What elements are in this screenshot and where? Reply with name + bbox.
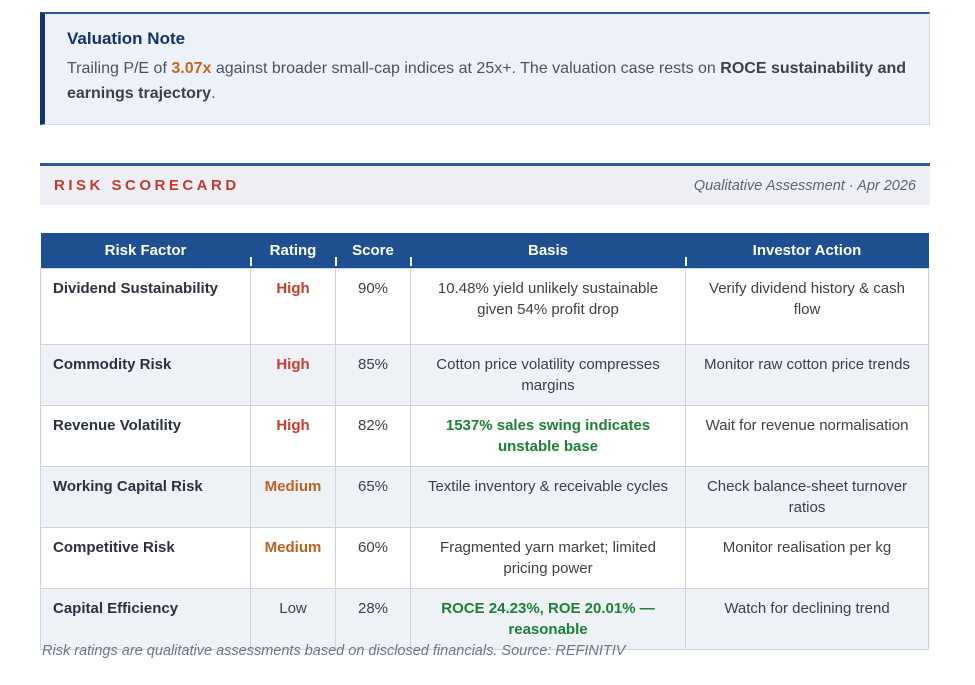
valuation-note-callout: Valuation Note Trailing P/E of 3.07x aga… bbox=[40, 12, 930, 125]
table-row: Competitive Risk Medium 60% Fragmented yarn… bbox=[40, 527, 929, 589]
scorecard-title: RISK SCORECARD bbox=[54, 177, 240, 194]
note-bold-phrase: ROCE sustainability and earnings traject… bbox=[67, 60, 907, 102]
table-header-row: Risk Factor Rating Score Basis Investor Acti… bbox=[40, 233, 929, 269]
score-cell: 60% bbox=[335, 527, 411, 589]
investor-action-cell: Verify dividend history & cash flow bbox=[685, 268, 929, 345]
column-header-investor-action: Investor Action bbox=[684, 233, 929, 269]
pe-ratio-value: 3.07x bbox=[171, 60, 212, 77]
basis-cell: Cotton price volatility compresses margi… bbox=[410, 344, 686, 406]
score-cell: 65% bbox=[335, 466, 411, 528]
risk-factor-cell: Dividend Sustainability bbox=[40, 268, 251, 345]
note-body-prefix: Trailing P/E of bbox=[67, 60, 172, 77]
score-cell: 85% bbox=[335, 344, 411, 406]
basis-cell: 1537% sales swing indicates unstable bas… bbox=[410, 405, 686, 467]
valuation-note-title: Valuation Note bbox=[67, 29, 186, 48]
rating-cell: Medium bbox=[250, 527, 336, 589]
risk-factor-cell: Working Capital Risk bbox=[40, 466, 251, 528]
footer-disclaimer: Risk ratings are qualitative assessments… bbox=[42, 643, 626, 659]
note-body-suffix: . bbox=[211, 84, 216, 102]
rating-cell: Medium bbox=[250, 466, 336, 528]
basis-cell: Textile inventory & receivable cycles bbox=[410, 466, 686, 528]
rating-cell: High bbox=[250, 344, 336, 406]
risk-factor-cell: Commodity Risk bbox=[40, 344, 251, 406]
risk-scorecard-table: Risk Factor Rating Score Basis Investor Acti… bbox=[40, 233, 929, 650]
investor-action-cell: Watch for declining trend bbox=[685, 588, 929, 650]
basis-cell: Fragmented yarn market; limited pricing … bbox=[410, 527, 686, 589]
table-row: Working Capital Risk Medium 65% Textile inv… bbox=[40, 466, 929, 528]
table-row: Capital Efficiency Low 28% ROCE 24.23%, ROE… bbox=[40, 588, 929, 650]
score-cell: 28% bbox=[335, 588, 411, 650]
rating-cell: High bbox=[250, 405, 336, 467]
investor-action-cell: Monitor realisation per kg bbox=[685, 527, 929, 589]
valuation-note-body: Trailing P/E of 3.07x against broader sm… bbox=[67, 57, 909, 107]
rating-cell: High bbox=[250, 268, 336, 345]
column-header-basis: Basis bbox=[409, 233, 686, 269]
note-body-middle: against broader small-cap indices at 25x… bbox=[211, 60, 721, 77]
table-row: Revenue Volatility High 82% 1537% sales swi… bbox=[40, 405, 929, 467]
table-row: Commodity Risk High 85% Cotton price volati… bbox=[40, 344, 929, 406]
investor-action-cell: Monitor raw cotton price trends bbox=[685, 344, 929, 406]
investor-action-cell: Check balance-sheet turnover ratios bbox=[685, 466, 929, 528]
score-cell: 82% bbox=[335, 405, 411, 467]
scorecard-subtitle: Qualitative Assessment · Apr 2026 bbox=[693, 177, 916, 194]
column-header-rating: Rating bbox=[249, 233, 336, 269]
basis-cell: ROCE 24.23%, ROE 20.01% — reasonable bbox=[410, 588, 686, 650]
risk-factor-cell: Revenue Volatility bbox=[40, 405, 251, 467]
column-header-risk-factor: Risk Factor bbox=[40, 233, 251, 269]
rating-cell: Low bbox=[250, 588, 336, 650]
column-header-score: Score bbox=[334, 233, 411, 269]
scorecard-section-header: RISK SCORECARD Qualitative Assessment · … bbox=[40, 163, 930, 205]
risk-factor-cell: Competitive Risk bbox=[40, 527, 251, 589]
table-row: Dividend Sustainability High 90% 10.48% yie… bbox=[40, 268, 929, 345]
investor-action-cell: Wait for revenue normalisation bbox=[685, 405, 929, 467]
score-cell: 90% bbox=[335, 268, 411, 345]
risk-factor-cell: Capital Efficiency bbox=[40, 588, 251, 650]
basis-cell: 10.48% yield unlikely sustainable given … bbox=[410, 268, 686, 345]
